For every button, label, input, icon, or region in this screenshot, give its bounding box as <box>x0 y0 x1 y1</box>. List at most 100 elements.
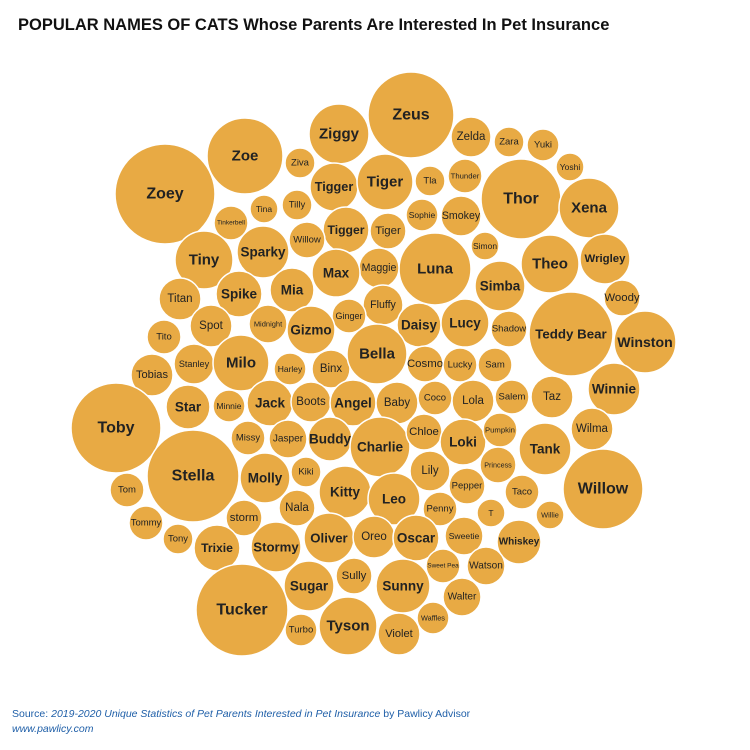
bubble-watson: Watson <box>466 546 506 586</box>
source-website[interactable]: www.pawlicy.com <box>12 723 94 735</box>
bubble-zoey: Zoey <box>114 143 216 245</box>
bubble-waffles: Waffles <box>416 601 450 635</box>
bubble-circle <box>613 310 677 374</box>
bubble-circle <box>162 523 194 555</box>
bubble-circle <box>520 234 580 294</box>
bubble-label: Penny <box>427 504 454 515</box>
bubble-tina: Tina <box>249 194 279 224</box>
bubble-label: Toby <box>97 420 134 437</box>
bubble-willow: Willow <box>288 221 326 259</box>
bubble-label: Cosmo <box>407 358 443 370</box>
bubble-circle <box>414 165 446 197</box>
bubble-label: Willie <box>541 511 559 520</box>
bubble-circle <box>236 225 290 279</box>
bubble-label: Winston <box>617 334 672 350</box>
bubble-maggie: Maggie <box>358 247 400 289</box>
bubble-label: storm <box>230 512 258 524</box>
bubble-circle <box>440 195 482 237</box>
bubble-circle <box>318 596 378 656</box>
bubble-salem: Salem <box>494 379 530 415</box>
bubble-circle <box>587 362 641 416</box>
bubble-willie: Willie <box>535 500 565 530</box>
bubble-circle <box>442 347 478 383</box>
bubble-circle <box>405 198 439 232</box>
bubble-bella: Bella <box>346 323 408 385</box>
bubble-label: Willow <box>293 235 321 246</box>
bubble-label: Midnight <box>254 320 283 329</box>
bubble-circle <box>311 349 351 389</box>
bubble-label: Watson <box>469 561 503 572</box>
bubble-jack: Jack <box>246 379 294 427</box>
bubble-circle <box>273 352 307 386</box>
bubble-label: Sully <box>342 570 367 582</box>
bubble-circle <box>409 450 451 492</box>
bubble-circle <box>558 177 620 239</box>
bubble-label: Boots <box>296 396 326 408</box>
bubble-sophie: Sophie <box>405 198 439 232</box>
bubble-circle <box>392 514 440 562</box>
bubble-label: Willow <box>578 481 629 498</box>
bubble-circle <box>114 143 216 245</box>
bubble-label: Jasper <box>273 434 304 445</box>
bubble-label: Stella <box>172 468 215 485</box>
bubble-taz: Taz <box>530 375 574 419</box>
bubble-circle <box>356 153 414 211</box>
bubble-ziggy: Ziggy <box>308 103 370 165</box>
bubble-zoe: Zoe <box>206 117 284 195</box>
bubble-label: Missy <box>236 433 261 444</box>
bubble-loki: Loki <box>439 418 487 466</box>
bubble-zeus: Zeus <box>367 71 455 159</box>
bubble-label: Bella <box>359 346 396 363</box>
bubble-label: Tiny <box>189 252 220 269</box>
bubble-label: Pepper <box>452 481 483 492</box>
bubble-lily: Lily <box>409 450 451 492</box>
bubble-leo: Leo <box>367 472 421 526</box>
bubble-circle <box>146 319 182 355</box>
bubble-label: Daisy <box>401 318 438 333</box>
bubble-tiger: Tiger <box>369 212 407 250</box>
bubble-tito: Tito <box>146 319 182 355</box>
bubble-circle <box>174 230 234 290</box>
bubble-circle <box>440 298 490 348</box>
bubble-circle <box>109 472 145 508</box>
bubble-luna: Luna <box>398 232 472 306</box>
bubble-lucy: Lucy <box>440 298 490 348</box>
bubble-circle <box>250 521 302 573</box>
bubble-circle <box>128 505 164 541</box>
bubble-label: Simba <box>480 279 521 294</box>
bubble-label: Tilly <box>289 200 306 211</box>
bubble-titan: Titan <box>158 277 202 321</box>
bubble-violet: Violet <box>377 612 421 656</box>
bubble-label: Tobias <box>136 369 169 381</box>
bubble-label: Coco <box>424 393 446 404</box>
bubble-lucky: Lucky <box>442 347 478 383</box>
bubble-circle <box>215 270 263 318</box>
bubble-oliver: Oliver <box>303 512 355 564</box>
bubble-label: Turbo <box>289 625 313 636</box>
bubble-stella: Stella <box>146 429 240 523</box>
bubble-label: Winnie <box>592 382 637 397</box>
bubble-label: Woody <box>604 292 640 304</box>
bubble-label: Thor <box>503 191 539 208</box>
bubble-coco: Coco <box>417 380 453 416</box>
bubble-circle <box>278 489 316 527</box>
bubble-label: Pumpkin <box>485 426 515 435</box>
bubble-circle <box>425 548 461 584</box>
bubble-label: Fluffy <box>370 299 396 311</box>
bubble-label: Sweet Pea <box>427 563 459 570</box>
bubble-label: Tigger <box>315 180 354 194</box>
bubble-sunny: Sunny <box>375 558 431 614</box>
bubble-circle <box>130 353 174 397</box>
bubble-circle <box>476 498 506 528</box>
bubble-label: Violet <box>385 628 413 640</box>
bubble-star: Star <box>165 384 211 430</box>
source-suffix: by Pawlicy Advisor <box>380 708 471 720</box>
bubble-label: Charlie <box>357 440 404 455</box>
bubble-circle <box>448 467 486 505</box>
bubble-stormy: Stormy <box>250 521 302 573</box>
bubble-circle <box>470 231 500 261</box>
bubble-zara: Zara <box>493 126 525 158</box>
bubble-toby: Toby <box>70 382 162 474</box>
bubble-circle <box>603 279 641 317</box>
bubble-circle <box>239 452 291 504</box>
